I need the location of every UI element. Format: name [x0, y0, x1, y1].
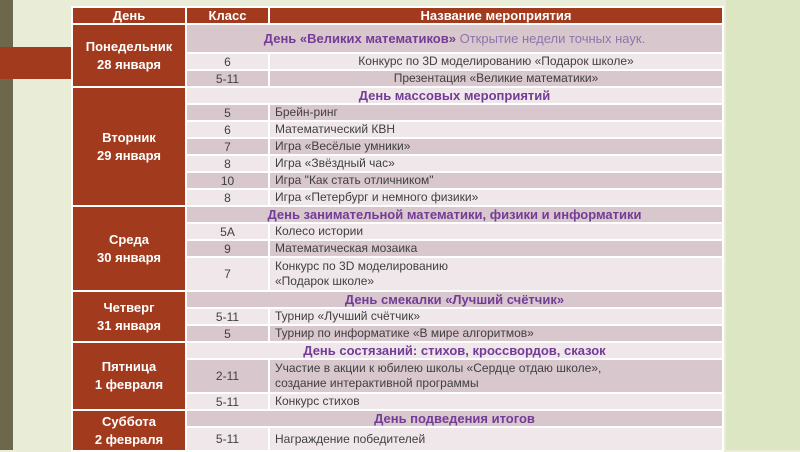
day-theme-cell: День занимательной математики, физики и … [187, 207, 722, 222]
event-cell: Турнир по информатике «В мире алгоритмов… [270, 326, 722, 341]
table-row: 7 Конкурс по 3D моделированию «Подарок ш… [73, 258, 722, 290]
day-cell-wednesday: Среда 30 января [73, 207, 185, 290]
event-cell: Турнир «Лучший счётчик» [270, 309, 722, 324]
table-row: Четверг 31 января День смекалки «Лучший … [73, 292, 722, 341]
event-cell: Математический КВН [270, 122, 722, 137]
grade-cell: 5-11 [187, 394, 268, 409]
table-row: 6 Конкурс по 3D моделированию «Подарок ш… [73, 54, 722, 69]
table-row: 10 Игра "Как стать отличником" [73, 173, 722, 188]
table-row: 8 Игра «Звёздный час» [73, 156, 722, 171]
table-row: 5-11 Презентация «Великие математики» [73, 71, 722, 86]
table-row: 6 Математический КВН [73, 122, 722, 137]
grade-cell: 7 [187, 258, 268, 290]
day-name: Среда [108, 231, 150, 247]
table-row: 5-11 Награждение победителей [73, 428, 722, 450]
day-cell-monday: Понедельник 28 января [73, 25, 185, 86]
event-cell: Математическая мозаика [270, 241, 722, 256]
green-panel [726, 0, 800, 450]
day-name: Вторник [102, 129, 156, 145]
grade-cell: 5 [187, 105, 268, 120]
grade-cell: 8 [187, 156, 268, 171]
grade-cell: 7 [187, 139, 268, 154]
table-row: Пятница 1 февраля День состязаний: стихо… [73, 343, 722, 409]
day-date: 31 января [97, 317, 161, 333]
grade-cell: 5 [187, 326, 268, 341]
event-cell: Конкурс по 3D моделированию «Подарок шко… [270, 258, 722, 290]
table-row: 8 Игра «Петербург и немного физики» [73, 190, 722, 205]
grade-cell: 6 [187, 122, 268, 137]
table-row: Суббота 2 февраля День подведения итогов [73, 411, 722, 450]
theme-title: День «Великих математиков» [263, 31, 456, 46]
day-date: 30 января [97, 249, 161, 265]
day-name: Понедельник [85, 38, 173, 54]
event-cell: Брейн-ринг [270, 105, 722, 120]
theme-subtitle: Открытие недели точных наук. [459, 31, 646, 46]
grade-cell: 2-11 [187, 360, 268, 392]
table-row: Среда 30 января День занимательной матем… [73, 207, 722, 290]
table-row: 5-11 Турнир «Лучший счётчик» [73, 309, 722, 324]
table-row: 5 Турнир по информатике «В мире алгоритм… [73, 326, 722, 341]
grade-cell: 5-11 [187, 309, 268, 324]
event-cell: Игра "Как стать отличником" [270, 173, 722, 188]
day-cell-tuesday: Вторник 29 января [73, 88, 185, 205]
table-row: 7 Игра «Весёлые умники» [73, 139, 722, 154]
grade-cell: 5А [187, 224, 268, 239]
grade-cell: 8 [187, 190, 268, 205]
event-cell: Игра «Весёлые умники» [270, 139, 722, 154]
day-name: Пятница [101, 359, 157, 375]
event-text: Конкурс по 3D моделированию «Подарок шко… [275, 259, 448, 288]
table-header-row: День Класс Название мероприятия [73, 8, 722, 23]
table-row: 5 Брейн-ринг [73, 105, 722, 120]
day-date: 2 февраля [94, 431, 164, 447]
grade-cell: 5-11 [187, 428, 268, 450]
day-cell-friday: Пятница 1 февраля [73, 343, 185, 409]
day-theme-cell: День смекалки «Лучший счётчик» [187, 292, 722, 307]
schedule-table: День Класс Название мероприятия Понедель… [71, 6, 724, 452]
grade-cell: 6 [187, 54, 268, 69]
day-theme-cell: День «Великих математиков» Открытие неде… [187, 25, 722, 52]
table-row: 9 Математическая мозаика [73, 241, 722, 256]
event-cell: Колесо истории [270, 224, 722, 239]
day-theme-cell: День состязаний: стихов, кроссвордов, ск… [187, 343, 722, 358]
day-theme-cell: День подведения итогов [187, 411, 722, 426]
event-text: Участие в акции к юбилею школы «Сердце о… [275, 361, 602, 390]
event-cell: Конкурс по 3D моделированию «Подарок шко… [270, 54, 722, 69]
table-row: Понедельник 28 января День «Великих мате… [73, 25, 722, 86]
grade-cell: 9 [187, 241, 268, 256]
table-row: 5А Колесо истории [73, 224, 722, 239]
grade-cell: 5-11 [187, 71, 268, 86]
olive-stripe [0, 0, 13, 450]
event-cell: Участие в акции к юбилею школы «Сердце о… [270, 360, 722, 392]
event-cell: Игра «Звёздный час» [270, 156, 722, 171]
table-row: Вторник 29 января День массовых мероприя… [73, 88, 722, 205]
day-theme-cell: День массовых мероприятий [187, 88, 722, 103]
column-header-class: Класс [187, 8, 268, 23]
red-accent-bar [0, 47, 75, 79]
day-date: 1 февраля [94, 377, 164, 392]
column-header-event: Название мероприятия [270, 8, 722, 23]
event-cell: Презентация «Великие математики» [270, 71, 722, 86]
day-date: 29 января [97, 147, 161, 163]
day-cell-thursday: Четверг 31 января [73, 292, 185, 341]
grade-cell: 10 [187, 173, 268, 188]
column-header-day: День [73, 8, 185, 23]
event-cell: Игра «Петербург и немного физики» [270, 190, 722, 205]
event-cell: Награждение победителей [270, 428, 722, 450]
day-name: Четверг [103, 299, 155, 315]
event-cell: Конкурс стихов [270, 394, 722, 409]
day-date: 28 января [97, 56, 161, 72]
day-cell-saturday: Суббота 2 февраля [73, 411, 185, 450]
table-row: 5-11 Конкурс стихов [73, 394, 722, 409]
day-name: Суббота [102, 413, 156, 429]
table-row: 2-11 Участие в акции к юбилею школы «Сер… [73, 360, 722, 392]
